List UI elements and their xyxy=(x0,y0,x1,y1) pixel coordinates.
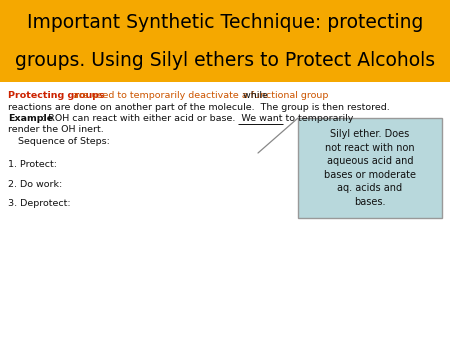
Text: render the OH inert.: render the OH inert. xyxy=(8,125,104,135)
Text: while: while xyxy=(240,91,268,100)
Text: 3. Deprotect:: 3. Deprotect: xyxy=(8,199,71,208)
Text: reactions are done on another part of the molecule.  The group is then restored.: reactions are done on another part of th… xyxy=(8,102,390,112)
Text: 2. Do work:: 2. Do work: xyxy=(8,179,62,189)
Text: groups. Using Silyl ethers to Protect Alcohols: groups. Using Silyl ethers to Protect Al… xyxy=(15,50,435,70)
Text: Example: Example xyxy=(8,114,53,123)
Text: are used to temporarily deactivate a functional group: are used to temporarily deactivate a fun… xyxy=(70,91,328,100)
Text: Silyl ether. Does
not react with non
aqueous acid and
bases or moderate
aq. acid: Silyl ether. Does not react with non aqu… xyxy=(324,129,416,207)
FancyBboxPatch shape xyxy=(298,118,442,218)
Text: : ROH can react with either acid or base.  We want to temporarily: : ROH can react with either acid or base… xyxy=(42,114,353,123)
Bar xyxy=(0,0,450,82)
Text: Sequence of Steps:: Sequence of Steps: xyxy=(18,137,110,146)
Text: Protecting groups: Protecting groups xyxy=(8,91,104,100)
Text: 1. Protect:: 1. Protect: xyxy=(8,160,57,169)
Text: Important Synthetic Technique: protecting: Important Synthetic Technique: protectin… xyxy=(27,13,423,31)
